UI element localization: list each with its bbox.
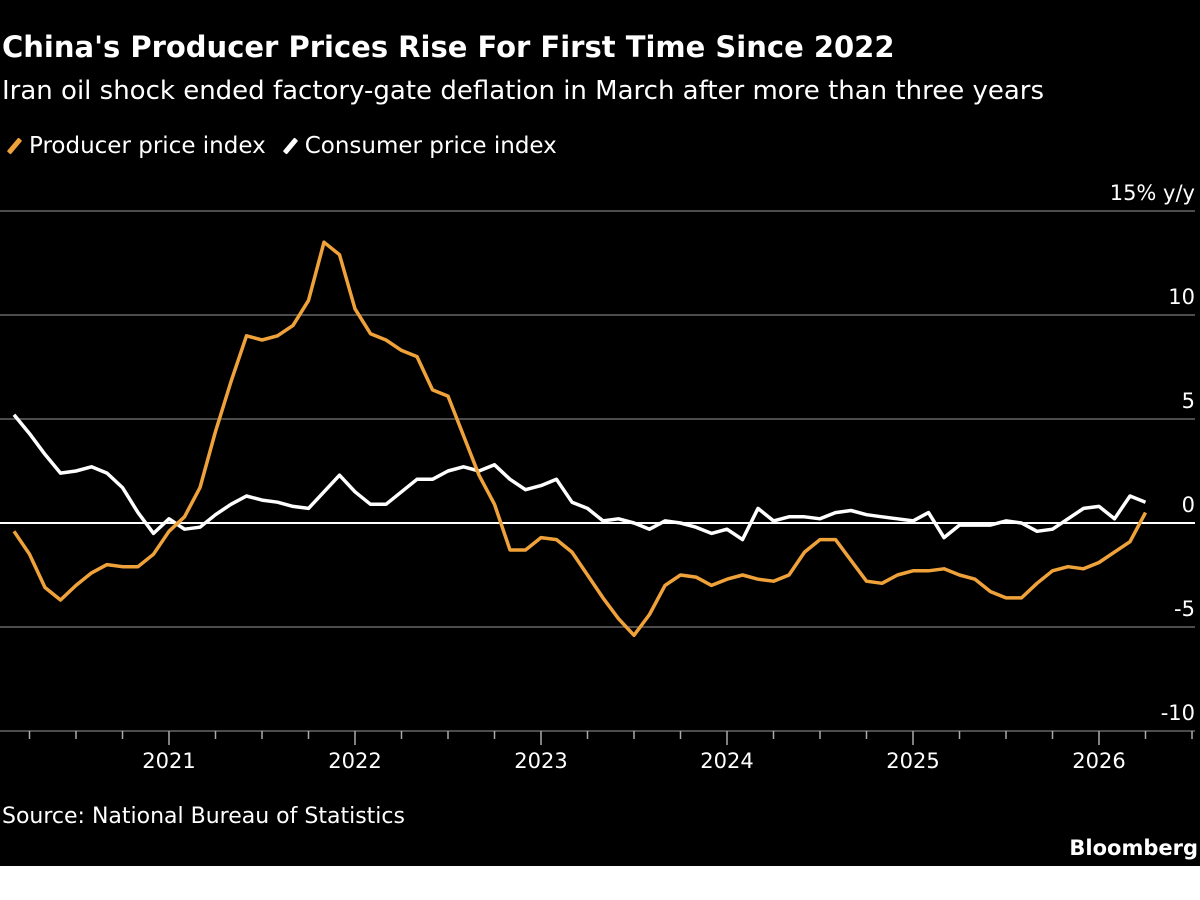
ppi-line <box>12 240 1148 638</box>
cpi-line <box>12 413 1147 542</box>
source-note: Source: National Bureau of Statistics <box>2 804 405 829</box>
chart-subtitle: Iran oil shock ended factory-gate deflat… <box>2 76 1045 106</box>
y-tick-label: -10 <box>1161 701 1195 725</box>
x-tick-label: 2022 <box>328 749 381 773</box>
x-tick-label: 2024 <box>700 749 753 773</box>
bloomberg-logo: Bloomberg <box>1069 836 1198 860</box>
y-tick-label: -5 <box>1174 597 1195 621</box>
legend-label-ppi: Producer price index <box>29 133 266 159</box>
legend-item-cpi: Consumer price index <box>280 133 557 159</box>
y-tick-label: 15% y/y <box>1110 181 1195 205</box>
legend: Producer price index Consumer price inde… <box>4 133 571 159</box>
chart-panel <box>0 0 1200 866</box>
y-tick-label: 0 <box>1182 493 1195 517</box>
x-tick-label: 2021 <box>142 749 195 773</box>
x-tick-label: 2026 <box>1072 749 1125 773</box>
chart-title: China's Producer Prices Rise For First T… <box>2 30 895 64</box>
legend-item-ppi: Producer price index <box>4 133 266 159</box>
plot-area: 15% y/y 10 5 0 -5 -10 2021 2022 2023 2024 2025 2026 <box>0 181 1195 773</box>
x-tick-label: 2025 <box>886 749 939 773</box>
y-tick-label: 10 <box>1168 285 1195 309</box>
legend-label-cpi: Consumer price index <box>304 133 557 159</box>
y-tick-label: 5 <box>1182 389 1195 413</box>
x-tick-label: 2023 <box>514 749 567 773</box>
